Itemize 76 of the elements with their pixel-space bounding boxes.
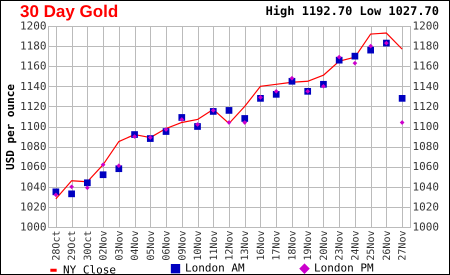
- x-tick-label: 11Nov: [208, 230, 220, 261]
- point: [398, 95, 406, 102]
- point: [68, 190, 75, 198]
- point: [132, 134, 137, 139]
- x-tick-label: 13Nov: [240, 230, 252, 261]
- y-tick-label: 1140: [20, 80, 46, 93]
- legend-label: London AM: [185, 262, 245, 275]
- text: High 1192.70 Low 1027.70: [266, 4, 439, 18]
- point: [274, 88, 279, 94]
- x-tick-label: 10Nov: [193, 230, 204, 261]
- x-tick-label: 18Nov: [287, 230, 298, 261]
- point: [100, 162, 106, 168]
- x-tick-label: 03Nov: [114, 230, 126, 261]
- y2-tick-label: 1040: [412, 180, 439, 194]
- line-series: [55, 32, 403, 200]
- chart-title: 30 Day Gold: [20, 2, 118, 21]
- legend-label: London PM: [314, 262, 374, 275]
- x-tick-label: 19Nov: [303, 230, 314, 261]
- point: [226, 107, 232, 114]
- point: [400, 120, 404, 125]
- y-tick-label: 1200: [20, 20, 46, 32]
- y-axis-title: USD per ounce: [4, 84, 18, 170]
- x-tick-label: 25Nov: [366, 230, 378, 261]
- point: [336, 54, 342, 60]
- y-tick-label: 1060: [20, 160, 46, 174]
- x-tick-label: 09Nov: [177, 230, 188, 261]
- y2-tick-label: 1160: [412, 60, 439, 73]
- point: [242, 120, 248, 125]
- point: [164, 127, 168, 132]
- point: [116, 163, 122, 168]
- x-tick-label: 12Nov: [224, 230, 236, 261]
- point: [352, 52, 358, 60]
- point: [290, 76, 294, 81]
- x-tick-label: 05Nov: [146, 230, 157, 261]
- y2-tick-label: 1060: [412, 160, 439, 174]
- y2-tick-label: 1140: [412, 80, 439, 93]
- x-tick-label: 04Nov: [130, 230, 142, 261]
- x-tick-label: 16Nov: [256, 230, 267, 261]
- y2-tick-label: 1020: [412, 200, 439, 214]
- x-tick-label: 17Nov: [272, 230, 283, 261]
- point: [84, 179, 91, 186]
- y2-tick-label: 1000: [412, 220, 439, 234]
- point: [195, 122, 200, 127]
- point: [179, 117, 184, 122]
- x-tick-label: 02Nov: [98, 230, 110, 261]
- x-tick-label: 30Oct: [82, 230, 94, 261]
- y2-tick-label: 1080: [412, 140, 439, 154]
- y-tick-label: 1040: [20, 180, 46, 194]
- point: [54, 192, 58, 198]
- x-tick-label: 28Oct: [51, 230, 62, 261]
- y-tick-label: 1000: [20, 220, 46, 234]
- point: [226, 120, 232, 125]
- x-tick-label: 29Oct: [67, 230, 78, 261]
- legend-label: NY Close: [63, 263, 116, 275]
- y-tick-label: 1080: [20, 140, 46, 154]
- x-tick-label: 26Nov: [382, 230, 393, 261]
- x-tick-label: 06Nov: [162, 230, 173, 261]
- x-tick-label: 27Nov: [398, 230, 409, 261]
- y2-tick-label: 1120: [412, 100, 439, 113]
- y2-tick-label: 1100: [412, 120, 439, 133]
- y2-tick-label: 1200: [412, 20, 439, 32]
- point: [85, 185, 90, 190]
- y-tick-label: 1100: [20, 120, 46, 133]
- y-tick-label: 1160: [20, 60, 46, 73]
- point: [100, 171, 106, 178]
- point: [321, 84, 326, 89]
- x-tick-label: 20Nov: [318, 230, 330, 261]
- x-tick-label: 24Nov: [350, 230, 362, 261]
- y-tick-label: 1120: [20, 100, 46, 113]
- point: [69, 184, 74, 190]
- y2-tick-label: 1180: [412, 40, 439, 53]
- point: [352, 60, 358, 66]
- point: [368, 44, 373, 48]
- y-tick-label: 1180: [20, 40, 46, 53]
- y-tick-label: 1020: [20, 200, 46, 214]
- x-tick-label: 23Nov: [334, 230, 346, 261]
